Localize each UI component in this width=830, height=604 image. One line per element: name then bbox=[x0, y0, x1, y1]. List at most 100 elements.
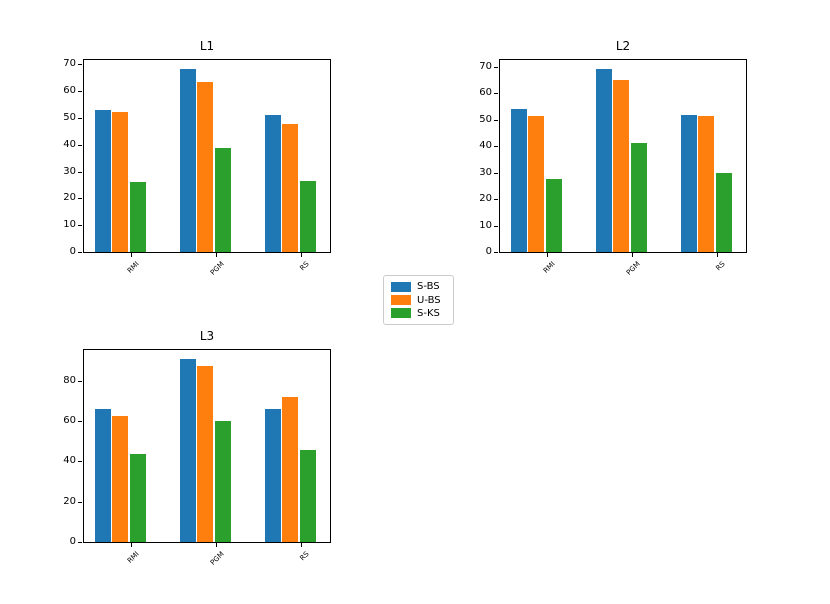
x-tick bbox=[631, 253, 633, 257]
bar-l1-rmi-s-ks bbox=[129, 181, 146, 252]
y-tick-label: 60 bbox=[479, 87, 492, 99]
legend-swatch-s-bs bbox=[391, 281, 411, 292]
y-tick-label: 60 bbox=[63, 85, 76, 97]
x-tick-label: RMI bbox=[125, 260, 141, 275]
legend-label: S-BS bbox=[417, 281, 440, 293]
y-tick bbox=[78, 420, 82, 422]
x-tick-label: RS bbox=[298, 550, 311, 563]
y-tick bbox=[494, 252, 498, 253]
y-tick-label: 20 bbox=[479, 193, 492, 204]
x-tick-label: RMI bbox=[125, 550, 141, 565]
plot-area bbox=[83, 349, 331, 543]
x-tick-label: PGM bbox=[208, 260, 226, 277]
y-tick-label: 30 bbox=[63, 165, 76, 177]
y-tick bbox=[78, 252, 82, 253]
x-tick-label: PGM bbox=[208, 550, 226, 567]
bar-l1-rs-u-bs bbox=[282, 124, 298, 252]
bar-l1-pgm-u-bs bbox=[197, 82, 213, 252]
legend-label: S-KS bbox=[417, 307, 440, 319]
y-tick-label: 40 bbox=[63, 138, 76, 150]
plot-area bbox=[83, 59, 331, 253]
y-tick-label: 50 bbox=[479, 113, 492, 125]
chart-title: L2 bbox=[615, 39, 631, 53]
y-tick bbox=[78, 171, 82, 173]
bar-l1-pgm-s-ks bbox=[214, 148, 231, 252]
bar-l2-rmi-s-bs bbox=[510, 108, 527, 252]
y-tick bbox=[494, 93, 498, 95]
bar-l3-rs-s-bs bbox=[264, 409, 281, 542]
bar-l2-rs-u-bs bbox=[698, 116, 714, 252]
x-tick-label: RMI bbox=[541, 260, 557, 275]
y-tick bbox=[78, 198, 82, 200]
x-tick bbox=[131, 543, 132, 547]
bar-l3-pgm-u-bs bbox=[197, 365, 213, 542]
y-tick bbox=[494, 146, 498, 148]
legend-swatch-s-ks bbox=[391, 308, 411, 319]
bar-l1-rs-s-bs bbox=[264, 114, 281, 252]
bar-l3-pgm-s-bs bbox=[179, 359, 196, 542]
bar-l3-pgm-s-ks bbox=[214, 421, 231, 542]
x-tick bbox=[547, 253, 548, 257]
y-tick-label: 10 bbox=[479, 219, 492, 231]
y-tick-label: 0 bbox=[69, 246, 76, 257]
y-tick-label: 80 bbox=[63, 374, 76, 386]
bar-l3-rmi-u-bs bbox=[112, 416, 128, 542]
y-tick-label: 50 bbox=[63, 111, 76, 123]
bar-l1-rmi-u-bs bbox=[112, 111, 128, 252]
x-tick-label: PGM bbox=[624, 260, 642, 277]
x-tick-label: RS bbox=[714, 260, 727, 273]
y-tick bbox=[78, 380, 82, 382]
x-tick bbox=[215, 543, 217, 547]
legend-item: S-BS bbox=[391, 281, 446, 292]
y-tick bbox=[78, 91, 82, 93]
y-tick-label: 70 bbox=[479, 60, 492, 72]
legend-label: U-BS bbox=[417, 294, 441, 306]
y-tick bbox=[78, 144, 82, 146]
y-tick bbox=[78, 64, 82, 66]
bar-l2-pgm-s-ks bbox=[630, 142, 647, 252]
bar-l2-rmi-s-ks bbox=[545, 179, 562, 252]
y-tick-label: 20 bbox=[63, 192, 76, 204]
y-tick-label: 10 bbox=[63, 219, 76, 231]
legend: S-BS U-BS S-KS bbox=[383, 275, 454, 325]
y-tick bbox=[78, 225, 82, 227]
bar-l1-pgm-s-bs bbox=[179, 69, 196, 252]
x-tick-label: RS bbox=[298, 260, 311, 273]
x-tick bbox=[300, 253, 302, 257]
bar-l2-rmi-u-bs bbox=[528, 115, 544, 252]
x-tick bbox=[300, 543, 302, 547]
legend-swatch-u-bs bbox=[391, 295, 411, 305]
y-tick-label: 40 bbox=[63, 455, 76, 467]
y-tick-label: 0 bbox=[485, 246, 492, 257]
y-tick-label: 30 bbox=[479, 166, 492, 178]
y-tick bbox=[78, 542, 82, 543]
x-tick bbox=[131, 253, 132, 257]
y-tick bbox=[494, 119, 498, 121]
bar-l3-rs-s-ks bbox=[299, 449, 316, 542]
bar-l2-pgm-s-bs bbox=[595, 69, 612, 252]
bar-l2-rs-s-bs bbox=[680, 115, 697, 252]
chart-title: L1 bbox=[199, 39, 215, 53]
y-tick-label: 70 bbox=[63, 58, 76, 70]
x-tick bbox=[215, 253, 217, 257]
bar-l2-rs-s-ks bbox=[715, 173, 732, 252]
plot-area bbox=[499, 59, 747, 253]
y-tick-label: 40 bbox=[479, 140, 492, 152]
y-tick bbox=[78, 501, 82, 503]
y-tick-label: 60 bbox=[63, 414, 76, 426]
y-tick-label: 0 bbox=[69, 536, 76, 547]
x-tick bbox=[716, 253, 718, 257]
bar-l1-rs-s-ks bbox=[299, 181, 316, 252]
bar-l1-rmi-s-bs bbox=[94, 109, 111, 252]
chart-title: L3 bbox=[199, 329, 215, 343]
y-tick bbox=[78, 461, 82, 463]
legend-item: S-KS bbox=[391, 308, 446, 319]
y-tick-label: 20 bbox=[63, 495, 76, 507]
y-tick bbox=[494, 172, 498, 174]
bar-l3-rmi-s-ks bbox=[129, 453, 146, 542]
y-tick bbox=[78, 117, 82, 119]
y-tick bbox=[494, 225, 498, 227]
bar-l2-pgm-u-bs bbox=[613, 79, 629, 252]
bar-l3-rmi-s-bs bbox=[94, 408, 111, 542]
